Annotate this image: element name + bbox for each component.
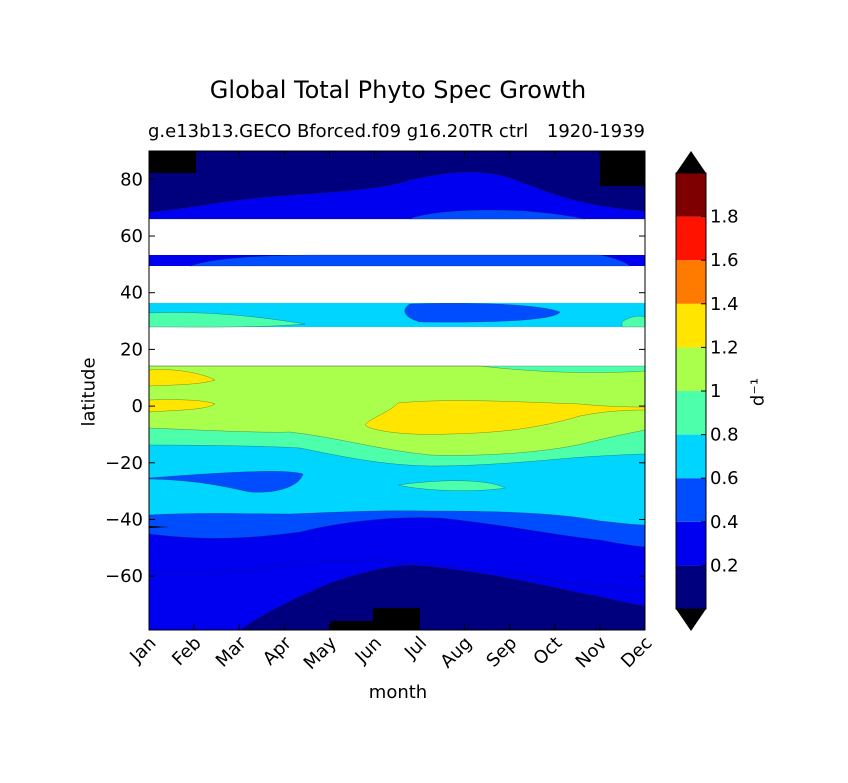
colorbar-segment (676, 521, 706, 566)
colorbar-segment (676, 478, 706, 522)
x-tick-label: Sep (482, 633, 521, 672)
contour-band-1.2-1.4-b (149, 399, 216, 413)
x-tick-label: Nov (572, 632, 612, 672)
y-tick-label: 60 (120, 226, 143, 247)
colorbar-frame (675, 172, 707, 610)
chart-subtitle: g.e13b13.GECO Bforced.f09 g16.20TR ctrl (148, 121, 529, 142)
plot-frame (148, 150, 646, 631)
colorbar-tick-label: 0.2 (710, 555, 739, 576)
colorbar-segment (676, 434, 706, 479)
contour-band-0.0-0.2-south (239, 564, 645, 630)
y-tick-label: −20 (105, 453, 143, 474)
colorbar-segment (676, 391, 706, 435)
x-tick-label: Mar (212, 632, 251, 671)
colorbar-tick-label: 0.6 (710, 468, 739, 489)
contour-band-1.2-1.4-c (364, 400, 645, 435)
colorbar-segment (676, 565, 706, 609)
x-tick-label: Apr (259, 632, 296, 669)
y-tick-label: −60 (105, 566, 143, 587)
contour-band-0.8-1.0-tongue (397, 480, 506, 491)
colorbar-segment (676, 347, 706, 391)
contour-band-30-0.8-right (621, 315, 645, 328)
y-tick-label: 20 (120, 339, 143, 360)
contour-fills (149, 151, 645, 630)
y-axis-label: latitude (78, 357, 100, 427)
colorbar-segment (676, 216, 706, 261)
y-tick-label: −40 (105, 509, 143, 530)
y-tick-label: 0 (132, 396, 143, 417)
contour-band-north-0.4 (409, 209, 586, 220)
x-tick-label: Dec (617, 633, 656, 672)
colorbar-tick-label: 0.4 (710, 512, 739, 533)
y-tick-label: 80 (120, 169, 143, 190)
colorbar-tick-label: 1.8 (710, 207, 739, 228)
colorbar-tick-label: 0.8 (710, 425, 739, 446)
contour-band-north-0.2 (149, 171, 645, 220)
contour-band-30-0.4 (404, 303, 561, 323)
x-tick-label: Jan (125, 633, 160, 668)
colorbar-segment (676, 173, 706, 217)
x-tick-label: Aug (436, 633, 476, 673)
missing-corner-left (149, 151, 196, 173)
colorbar-segment (676, 303, 706, 348)
colorbar-tick-label: 1.6 (710, 250, 739, 271)
missing-sliver (149, 526, 170, 528)
x-tick-label: Feb (168, 633, 205, 670)
chart-period: 1920-1939 (546, 121, 645, 142)
colorbar-label: d⁻¹ (747, 377, 769, 407)
colorbar-tick-label: 1 (710, 381, 721, 402)
x-tick-label: Jul (400, 633, 431, 664)
colorbar-segment (676, 260, 706, 304)
x-tick-label: Jun (351, 633, 386, 668)
chart-title: Global Total Phyto Spec Growth (209, 76, 587, 104)
colorbar-extend-max (676, 151, 706, 173)
contour-band-0.4-0.6-tongue (149, 471, 304, 493)
x-tick-label: May (300, 632, 341, 673)
contour-band-1.2-1.4-a (149, 369, 216, 387)
missing-south-block (330, 608, 420, 630)
colorbar-tick-label: 1.4 (710, 294, 739, 315)
contour-band-52-0.4 (189, 254, 631, 267)
colorbar-tick-label: 1.2 (710, 337, 739, 358)
contour-band-30-0.8 (149, 312, 306, 328)
x-tick-label: Oct (529, 633, 566, 670)
missing-corner-right (600, 151, 645, 186)
colorbar-extend-min (676, 609, 706, 631)
x-axis-label: month (368, 682, 428, 703)
y-tick-label: 40 (120, 283, 143, 304)
